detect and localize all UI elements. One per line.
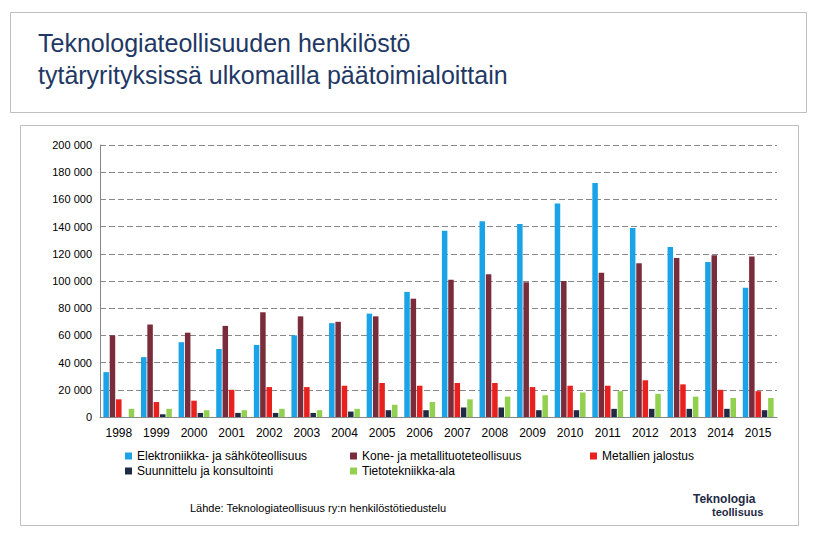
svg-text:140 000: 140 000 [52, 221, 92, 233]
svg-text:120 000: 120 000 [52, 248, 92, 260]
svg-text:Metallien jalostus: Metallien jalostus [602, 449, 694, 463]
svg-text:Kone- ja metallituoteteollisuu: Kone- ja metallituoteteollisuus [362, 449, 521, 463]
svg-text:Lähde: Teknologiateollisuus ry: Lähde: Teknologiateollisuus ry:n henkilö… [190, 502, 446, 514]
svg-text:2001: 2001 [218, 426, 245, 440]
svg-text:100 000: 100 000 [52, 275, 92, 287]
svg-text:2005: 2005 [369, 426, 396, 440]
svg-text:2004: 2004 [331, 426, 358, 440]
svg-text:Elektroniikka- ja sähköteollis: Elektroniikka- ja sähköteollisuus [137, 449, 307, 463]
svg-text:teollisuus: teollisuus [712, 506, 763, 518]
svg-text:Teknologia: Teknologia [693, 492, 756, 506]
svg-text:1998: 1998 [105, 426, 132, 440]
svg-text:180 000: 180 000 [52, 166, 92, 178]
svg-text:20 000: 20 000 [58, 384, 92, 396]
svg-text:2013: 2013 [670, 426, 697, 440]
svg-text:2003: 2003 [294, 426, 321, 440]
svg-text:1999: 1999 [143, 426, 170, 440]
svg-text:2008: 2008 [482, 426, 509, 440]
svg-text:2010: 2010 [557, 426, 584, 440]
svg-text:2000: 2000 [181, 426, 208, 440]
svg-text:2007: 2007 [444, 426, 471, 440]
svg-text:Suunnittelu ja konsultointi: Suunnittelu ja konsultointi [137, 464, 273, 478]
svg-text:2014: 2014 [707, 426, 734, 440]
svg-text:tytäryrityksissä ulkomailla pä: tytäryrityksissä ulkomailla päätoimialoi… [38, 61, 508, 89]
svg-text:2002: 2002 [256, 426, 283, 440]
svg-text:2012: 2012 [632, 426, 659, 440]
svg-text:160 000: 160 000 [52, 193, 92, 205]
svg-text:40 000: 40 000 [58, 357, 92, 369]
svg-text:Tietotekniikka-ala: Tietotekniikka-ala [362, 464, 455, 478]
svg-text:60 000: 60 000 [58, 329, 92, 341]
svg-text:2015: 2015 [745, 426, 772, 440]
svg-text:200 000: 200 000 [52, 139, 92, 151]
svg-text:0: 0 [86, 411, 92, 423]
svg-text:2011: 2011 [595, 426, 621, 440]
svg-text:2009: 2009 [519, 426, 546, 440]
svg-text:Teknologiateollisuuden henkilö: Teknologiateollisuuden henkilöstö [38, 29, 417, 57]
svg-text:80 000: 80 000 [58, 302, 92, 314]
svg-text:2006: 2006 [406, 426, 433, 440]
